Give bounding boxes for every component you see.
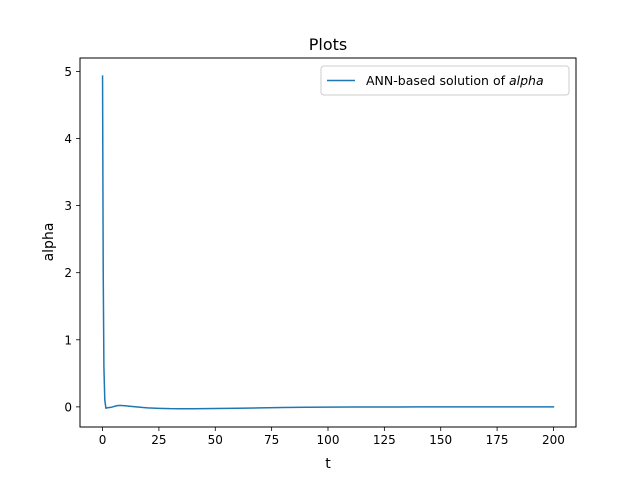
y-tick-label: 5 bbox=[64, 65, 72, 79]
y-tick-label: 3 bbox=[64, 199, 72, 213]
legend-label-prefix: ANN-based solution of bbox=[366, 73, 509, 88]
legend-box bbox=[320, 65, 570, 96]
chart-title: Plots bbox=[309, 35, 348, 54]
x-tick-label: 25 bbox=[151, 433, 166, 447]
series-line bbox=[101, 75, 555, 410]
x-tick-label: 200 bbox=[542, 433, 565, 447]
x-tick-label: 150 bbox=[429, 433, 452, 447]
legend-label-math: alpha bbox=[509, 73, 544, 88]
series-group bbox=[101, 75, 555, 410]
legend: ANN-based solution of alpha bbox=[320, 65, 570, 96]
legend-label: ANN-based solution of alpha bbox=[366, 73, 544, 88]
x-tick-label: 100 bbox=[317, 433, 340, 447]
x-tick-label: 75 bbox=[264, 433, 279, 447]
y-axis-ticks: 0 1 2 3 4 5 bbox=[64, 65, 80, 414]
x-tick-label: 125 bbox=[373, 433, 396, 447]
x-axis-label: t bbox=[325, 456, 331, 472]
y-axis-label: alpha bbox=[41, 223, 57, 262]
y-tick-label: 0 bbox=[64, 400, 72, 414]
y-tick-label: 1 bbox=[64, 333, 72, 347]
y-tick-label: 2 bbox=[64, 266, 72, 280]
x-tick-label: 0 bbox=[99, 433, 107, 447]
y-tick-label: 4 bbox=[64, 132, 72, 146]
x-tick-label: 50 bbox=[208, 433, 223, 447]
x-tick-label: 175 bbox=[486, 433, 509, 447]
x-axis-ticks: 0 25 50 75 100 125 150 175 200 bbox=[99, 427, 565, 447]
